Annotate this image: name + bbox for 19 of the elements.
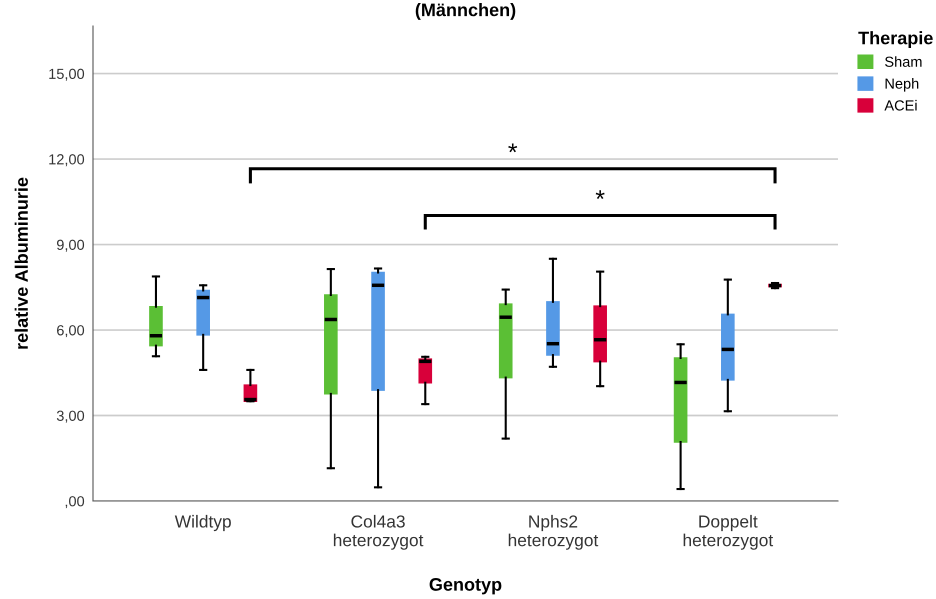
x-axis-title: Genotyp xyxy=(430,578,502,594)
y-tick-label: 6,00 xyxy=(57,325,84,338)
x-tick-label: Col4a3 heterozygot xyxy=(334,514,424,550)
y-axis-title: relative Albuminurie xyxy=(14,178,28,349)
annotation: * xyxy=(508,144,518,152)
y-tick-label: 9,00 xyxy=(56,240,84,252)
x-tick-label: Wildtyp xyxy=(174,514,231,532)
y-tick-label: ,00 xyxy=(66,496,84,508)
legend-label: Neph xyxy=(886,78,918,92)
x-tick-label: Nphs2 heterozygot xyxy=(508,514,598,550)
legend-title: Therapie xyxy=(858,31,933,48)
y-tick-label: 3,00 xyxy=(56,410,84,423)
y-tick-label: 15,00 xyxy=(49,68,84,81)
x-tick-label: Doppelt heterozygot xyxy=(684,514,774,550)
legend-label: Sham xyxy=(885,56,922,67)
y-tick-label: 12,00 xyxy=(49,154,84,166)
annotation: * xyxy=(596,190,605,200)
chart-title: (Männchen) xyxy=(416,3,516,20)
legend-label: ACEi xyxy=(884,100,917,111)
